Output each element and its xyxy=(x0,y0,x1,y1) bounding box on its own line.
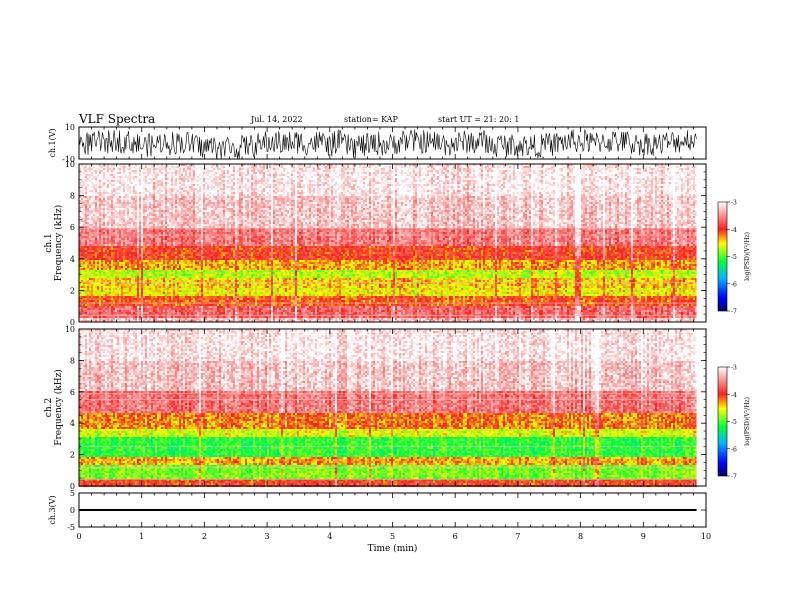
ch1-spectrogram-y-tick-label: 4 xyxy=(70,255,75,264)
ch3-waveform-y-tick-label: 0 xyxy=(70,506,75,515)
station-label: station= KAP xyxy=(344,115,398,124)
figure-title: VLF Spectra xyxy=(79,112,155,126)
ch3-trace xyxy=(79,508,697,512)
ch3-waveform-y-axis-label: ch.3(V) xyxy=(48,495,57,524)
ch1-spectrogram xyxy=(79,164,706,322)
ch1-colorbar-label: log(PSD)(V²/Hz) xyxy=(744,232,751,281)
ch1-colorbar-tick: -7 xyxy=(731,309,737,316)
start-time-label: start UT = 21: 20: 1 xyxy=(438,115,519,124)
x-tick-label: 5 xyxy=(390,532,395,541)
ch2-spectrogram-y-tick-label: 4 xyxy=(70,419,75,428)
ch2-spectrogram-y-tick-label: 0 xyxy=(70,482,75,491)
x-tick-label: 6 xyxy=(453,532,458,541)
axes: 0 1 2 3 4 5 6 7 8 9 10 Time (min) 0 2 4 6 8 10 ch.1 Frequen… xyxy=(44,123,711,554)
ch2-colorbar-tick: -4 xyxy=(731,392,737,399)
x-tick-label: 1 xyxy=(139,532,144,541)
ch2-colorbar-tick: -6 xyxy=(731,446,737,453)
ch1-waveform-y-tick-label: -10 xyxy=(62,155,75,164)
ch1-colorbar-tick: -5 xyxy=(731,254,737,261)
ch2-spectrogram-y-tick-label: 6 xyxy=(70,388,75,397)
x-tick-label: 10 xyxy=(701,532,711,541)
x-tick-label: 3 xyxy=(265,532,270,541)
ch1-waveform-y-tick-label: 10 xyxy=(65,123,75,132)
ch2-colorbar-label: log(PSD)(V²/Hz) xyxy=(744,397,751,446)
ch2-colorbar-tick: -5 xyxy=(731,419,737,426)
ch1-spectrogram-y-axis-label: ch.1 Frequency (kHz) xyxy=(44,205,64,282)
ch1-colorbar xyxy=(717,201,728,312)
ch1-spectrogram-y-tick-label: 0 xyxy=(70,318,75,327)
x-tick-label: 7 xyxy=(515,532,520,541)
date-label: Jul. 14, 2022 xyxy=(251,115,303,124)
ch1-spectrogram-y-tick-label: 2 xyxy=(70,286,75,295)
ch1-trace xyxy=(78,129,697,160)
ch2-spectrogram xyxy=(79,329,706,487)
ch1-waveform-y-axis-label: ch.1(V) xyxy=(48,128,57,157)
ch2-colorbar-tick: -7 xyxy=(731,474,737,481)
ch2-colorbar-tick: -3 xyxy=(731,365,737,372)
ch1-spectrogram-y-tick-label: 6 xyxy=(70,223,75,232)
ch2-spectrogram-y-tick-label: 2 xyxy=(70,451,75,460)
ch2-spectrogram-y-axis-label: ch.2 Frequency (kHz) xyxy=(44,369,64,446)
x-tick-label: 4 xyxy=(327,532,332,541)
x-tick-label: 2 xyxy=(202,532,207,541)
x-tick-label: 8 xyxy=(578,532,583,541)
ch1-spectrogram-y-tick-label: 8 xyxy=(70,192,75,201)
ch2-spectrogram-y-tick-label: 10 xyxy=(65,325,75,334)
x-axis-label: Time (min) xyxy=(368,543,418,554)
ch1-colorbar-tick: -3 xyxy=(731,200,737,207)
ch3-waveform-y-tick-label: 5 xyxy=(70,489,75,498)
ch2-spectrogram-y-tick-label: 8 xyxy=(70,356,75,365)
ch2-colorbar xyxy=(717,366,728,477)
x-tick-label: 0 xyxy=(76,532,81,541)
ch3-waveform-y-tick-label: -5 xyxy=(67,523,75,532)
colorbars: -3 -4 -5 -6 -7 log(PSD)(V²/Hz) -3 -4 -5 -6 -7 log(P… xyxy=(717,200,751,481)
ch3-waveform xyxy=(79,508,697,512)
ch1-waveform xyxy=(78,129,697,160)
ch1-colorbar-tick: -6 xyxy=(731,281,737,288)
ch1-spectrogram-y-tick-label: 10 xyxy=(65,160,75,169)
x-tick-label: 9 xyxy=(641,532,646,541)
ch1-colorbar-tick: -4 xyxy=(731,227,737,234)
